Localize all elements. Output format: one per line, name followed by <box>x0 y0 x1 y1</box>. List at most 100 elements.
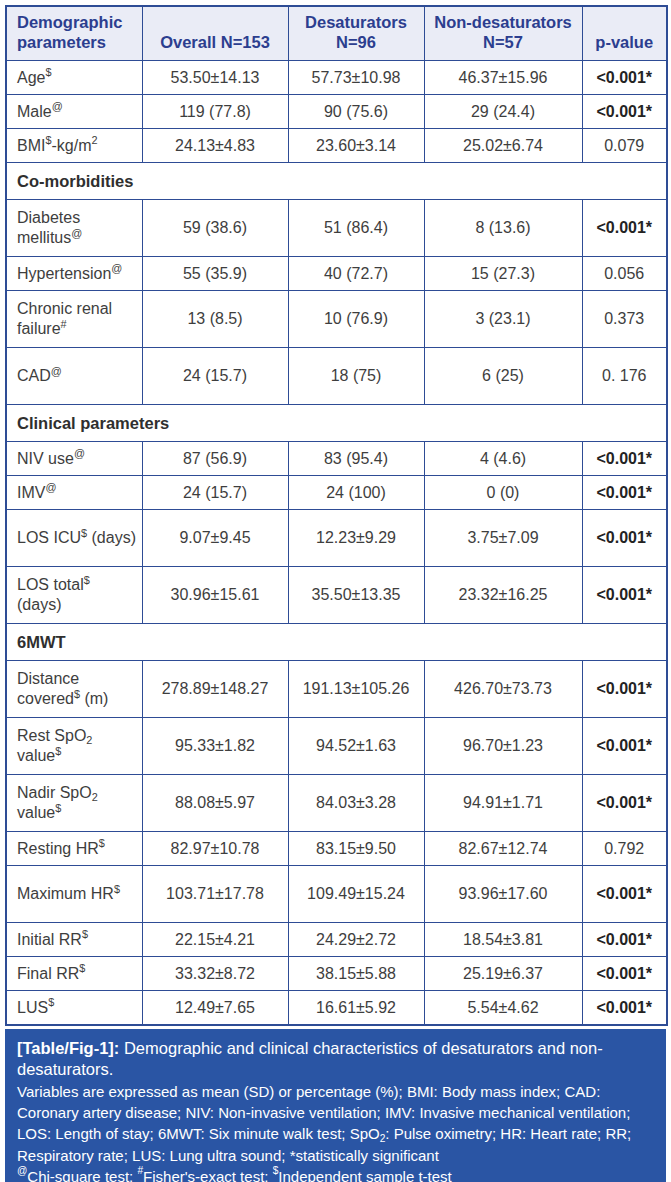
value-cell: 51 (86.4) <box>288 200 424 257</box>
value-cell: 18 (75) <box>288 348 424 405</box>
table-row: Rest SpO2 value$95.33±1.8294.52±1.6396.7… <box>6 718 667 775</box>
row-label: Resting HR$ <box>6 832 142 866</box>
value-cell: 12.23±9.29 <box>288 510 424 567</box>
table-row: Initial RR$22.15±4.2124.29±2.7218.54±3.8… <box>6 923 667 957</box>
value-cell: 16.61±5.92 <box>288 991 424 1025</box>
value-cell: 24 (15.7) <box>142 348 288 405</box>
caption-label: [Table/Fig-1]: <box>17 1039 119 1057</box>
table-row: Chronic renal failure#13 (8.5)10 (76.9)3… <box>6 291 667 348</box>
value-cell: 83.15±9.50 <box>288 832 424 866</box>
row-label: Age$ <box>6 61 142 95</box>
value-cell: 109.49±15.24 <box>288 866 424 923</box>
row-label: Nadir SpO2 value$ <box>6 775 142 832</box>
value-cell: 96.70±1.23 <box>424 718 582 775</box>
table-row: CAD@24 (15.7)18 (75)6 (25)0. 176 <box>6 348 667 405</box>
value-cell: 22.15±4.21 <box>142 923 288 957</box>
caption-tests: @Chi-square test; #Fisher's-exact test; … <box>17 1166 654 1182</box>
table-header: Demographic parametersOverall N=153Desat… <box>6 6 667 61</box>
value-cell: 23.60±3.14 <box>288 129 424 163</box>
p-value-cell: <0.001* <box>582 442 667 476</box>
table-figure: Demographic parametersOverall N=153Desat… <box>0 0 671 1182</box>
p-value-cell: <0.001* <box>582 957 667 991</box>
table-row: NIV use@87 (56.9)83 (95.4)4 (4.6)<0.001* <box>6 442 667 476</box>
table-row: Diabetes mellitus@59 (38.6)51 (86.4)8 (1… <box>6 200 667 257</box>
p-value-cell: <0.001* <box>582 718 667 775</box>
table-row: Male@119 (77.8)90 (75.6)29 (24.4)<0.001* <box>6 95 667 129</box>
table-row: LUS$12.49±7.6516.61±5.925.54±4.62<0.001* <box>6 991 667 1025</box>
row-label: LOS ICU$ (days) <box>6 510 142 567</box>
table-row: LOS ICU$ (days)9.07±9.4512.23±9.293.75±7… <box>6 510 667 567</box>
figure-caption: [Table/Fig-1]: Demographic and clinical … <box>5 1029 666 1182</box>
p-value-cell: <0.001* <box>582 923 667 957</box>
table-body: Age$53.50±14.1357.73±10.9846.37±15.96<0.… <box>6 61 667 1025</box>
section-row: 6MWT <box>6 624 667 661</box>
row-label: NIV use@ <box>6 442 142 476</box>
p-value-cell: <0.001* <box>582 61 667 95</box>
p-value-cell: 0.373 <box>582 291 667 348</box>
value-cell: 9.07±9.45 <box>142 510 288 567</box>
row-label: Initial RR$ <box>6 923 142 957</box>
table-row: Age$53.50±14.1357.73±10.9846.37±15.96<0.… <box>6 61 667 95</box>
table-row: Hypertension@55 (35.9)40 (72.7)15 (27.3)… <box>6 257 667 291</box>
row-label: IMV@ <box>6 476 142 510</box>
p-value-cell: 0.792 <box>582 832 667 866</box>
value-cell: 119 (77.8) <box>142 95 288 129</box>
value-cell: 0 (0) <box>424 476 582 510</box>
value-cell: 46.37±15.96 <box>424 61 582 95</box>
p-value-cell: <0.001* <box>582 991 667 1025</box>
p-value-cell: <0.001* <box>582 866 667 923</box>
column-header: Non-desaturators N=57 <box>424 6 582 61</box>
table-row: Maximum HR$103.71±17.78109.49±15.2493.96… <box>6 866 667 923</box>
column-header: p-value <box>582 6 667 61</box>
value-cell: 103.71±17.78 <box>142 866 288 923</box>
value-cell: 12.49±7.65 <box>142 991 288 1025</box>
value-cell: 8 (13.6) <box>424 200 582 257</box>
row-label: Final RR$ <box>6 957 142 991</box>
section-row: Co-morbidities <box>6 163 667 200</box>
value-cell: 18.54±3.81 <box>424 923 582 957</box>
table-row: IMV@24 (15.7)24 (100)0 (0)<0.001* <box>6 476 667 510</box>
value-cell: 33.32±8.72 <box>142 957 288 991</box>
table-row: Nadir SpO2 value$88.08±5.9784.03±3.2894.… <box>6 775 667 832</box>
section-row: Clinical parameters <box>6 405 667 442</box>
value-cell: 24.29±2.72 <box>288 923 424 957</box>
value-cell: 24 (15.7) <box>142 476 288 510</box>
value-cell: 278.89±148.27 <box>142 661 288 718</box>
p-value-cell: <0.001* <box>582 567 667 624</box>
value-cell: 29 (24.4) <box>424 95 582 129</box>
header-row: Demographic parametersOverall N=153Desat… <box>6 6 667 61</box>
value-cell: 84.03±3.28 <box>288 775 424 832</box>
value-cell: 3.75±7.09 <box>424 510 582 567</box>
p-value-cell: <0.001* <box>582 95 667 129</box>
value-cell: 191.13±105.26 <box>288 661 424 718</box>
value-cell: 4 (4.6) <box>424 442 582 476</box>
p-value-cell: 0.056 <box>582 257 667 291</box>
column-header: Demographic parameters <box>6 6 142 61</box>
value-cell: 87 (56.9) <box>142 442 288 476</box>
value-cell: 53.50±14.13 <box>142 61 288 95</box>
section-label: Clinical parameters <box>6 405 667 442</box>
row-label: Male@ <box>6 95 142 129</box>
value-cell: 59 (38.6) <box>142 200 288 257</box>
table-row: Final RR$33.32±8.7238.15±5.8825.19±6.37<… <box>6 957 667 991</box>
value-cell: 426.70±73.73 <box>424 661 582 718</box>
row-label: Hypertension@ <box>6 257 142 291</box>
value-cell: 93.96±17.60 <box>424 866 582 923</box>
value-cell: 25.19±6.37 <box>424 957 582 991</box>
value-cell: 5.54±4.62 <box>424 991 582 1025</box>
table-row: Distance covered$ (m)278.89±148.27191.13… <box>6 661 667 718</box>
value-cell: 90 (75.6) <box>288 95 424 129</box>
column-header: Overall N=153 <box>142 6 288 61</box>
p-value-cell: <0.001* <box>582 510 667 567</box>
value-cell: 94.52±1.63 <box>288 718 424 775</box>
p-value-cell: <0.001* <box>582 661 667 718</box>
caption-title: [Table/Fig-1]: Demographic and clinical … <box>17 1038 654 1081</box>
value-cell: 13 (8.5) <box>142 291 288 348</box>
value-cell: 57.73±10.98 <box>288 61 424 95</box>
value-cell: 82.67±12.74 <box>424 832 582 866</box>
value-cell: 3 (23.1) <box>424 291 582 348</box>
section-label: Co-morbidities <box>6 163 667 200</box>
value-cell: 24.13±4.83 <box>142 129 288 163</box>
row-label: Rest SpO2 value$ <box>6 718 142 775</box>
column-header: Desaturators N=96 <box>288 6 424 61</box>
